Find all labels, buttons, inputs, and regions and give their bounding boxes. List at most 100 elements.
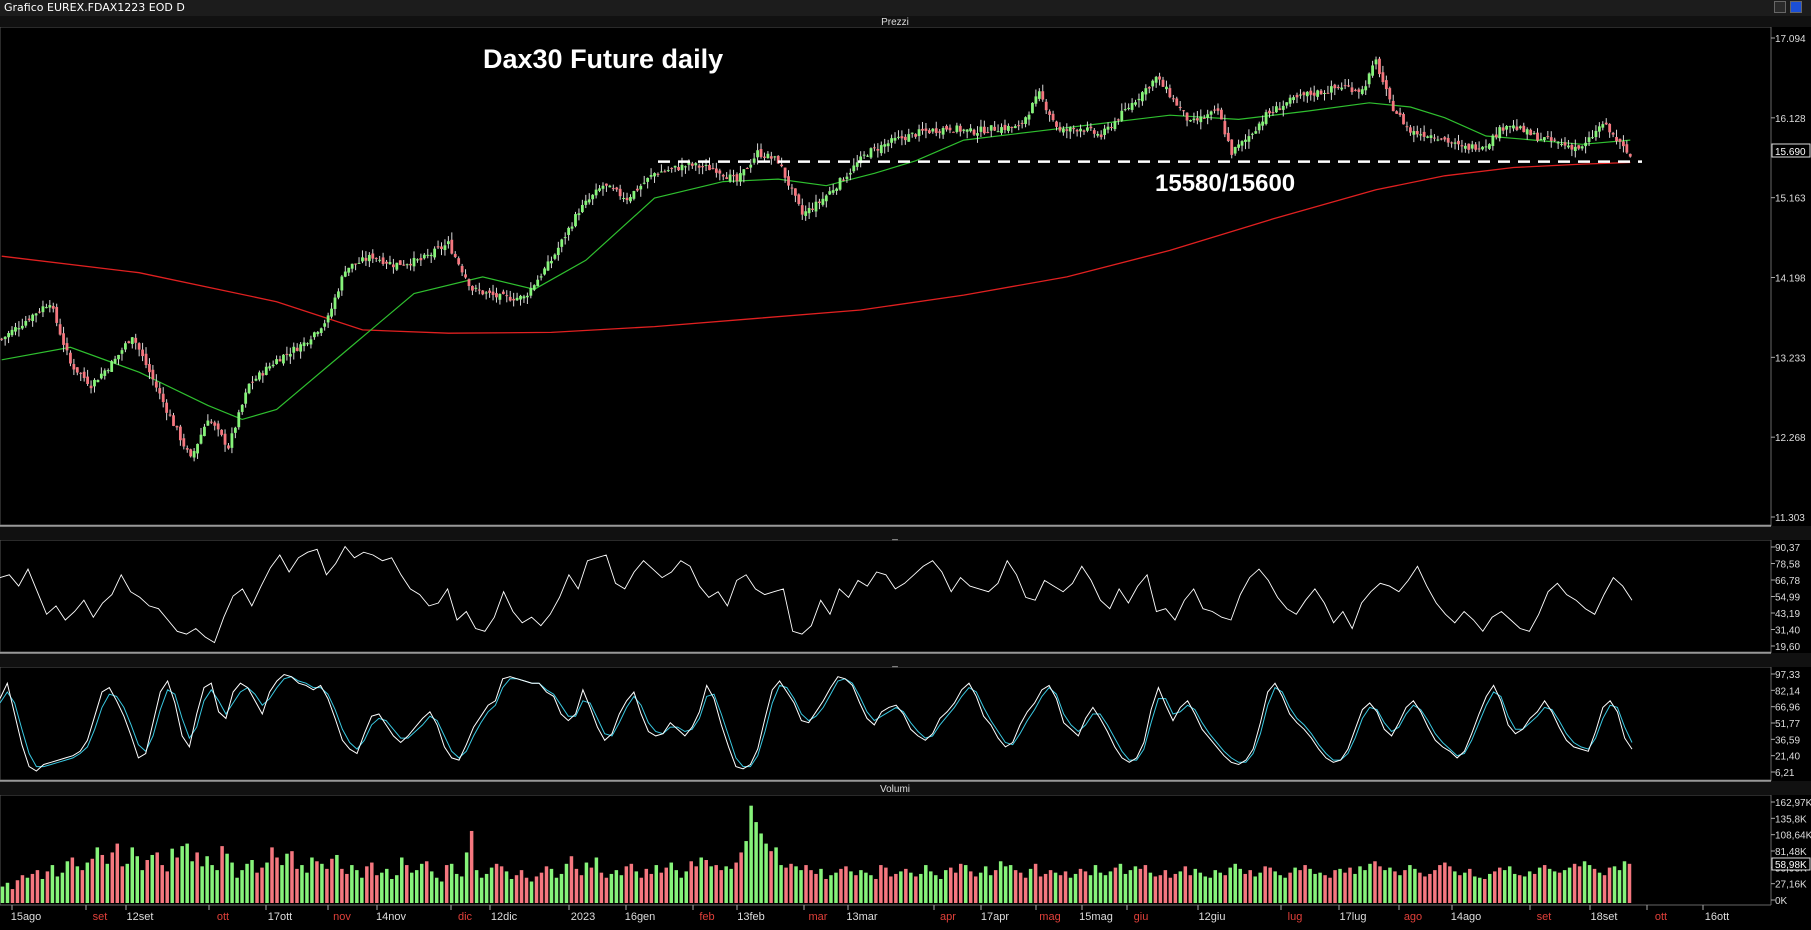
volume-bar xyxy=(355,870,359,903)
candle xyxy=(759,143,763,159)
candle xyxy=(1024,116,1027,128)
volume-bar xyxy=(315,861,319,903)
candle xyxy=(278,355,282,362)
candle xyxy=(457,256,461,266)
volume-bar xyxy=(929,871,933,903)
candle xyxy=(1488,143,1491,151)
candle xyxy=(574,211,577,228)
candle xyxy=(1405,121,1409,132)
candle xyxy=(1285,102,1289,109)
candle xyxy=(158,382,162,400)
candle xyxy=(563,232,567,245)
candle xyxy=(824,194,828,208)
close-button[interactable] xyxy=(1790,1,1802,13)
candle xyxy=(701,161,705,175)
volume-bar xyxy=(1443,862,1447,903)
volume-bar xyxy=(105,863,110,903)
volume-bar xyxy=(1567,867,1572,903)
candle xyxy=(818,198,821,210)
candle xyxy=(646,177,650,189)
volume-bar xyxy=(754,822,758,903)
stochastic-lines xyxy=(0,673,1633,772)
candle xyxy=(1625,140,1629,154)
candle xyxy=(62,326,65,353)
candle xyxy=(876,143,880,158)
candle xyxy=(845,172,849,183)
volume-bar xyxy=(285,853,289,903)
candle xyxy=(508,290,512,302)
volume-bar xyxy=(973,876,978,903)
volume-bar xyxy=(1068,877,1073,903)
volume-bar xyxy=(479,877,484,903)
volume-bar xyxy=(405,865,409,903)
candle xyxy=(577,208,581,221)
candle xyxy=(1384,75,1388,96)
volume-bar xyxy=(125,863,130,903)
candle xyxy=(859,151,863,168)
candle xyxy=(86,369,90,386)
volume-bar xyxy=(1557,872,1562,903)
volume-bar xyxy=(1133,866,1138,903)
volume-bar xyxy=(1233,863,1237,903)
y-tick-label: 162,97K xyxy=(1775,798,1811,809)
minimize-button[interactable] xyxy=(1774,1,1786,13)
stoch-d-path xyxy=(0,676,1633,768)
candle xyxy=(938,129,942,139)
candle xyxy=(388,255,392,265)
candle xyxy=(1539,132,1543,141)
candle xyxy=(1226,127,1230,143)
volume-bar xyxy=(914,876,918,903)
candle xyxy=(587,193,591,205)
candle xyxy=(1536,128,1539,143)
volume-bar xyxy=(963,865,968,903)
candle xyxy=(172,412,175,427)
candle xyxy=(1127,103,1131,111)
last-volume-label: 58,98K xyxy=(1775,860,1807,871)
volume-bar xyxy=(1418,872,1422,903)
candle xyxy=(622,192,625,203)
volume-bar xyxy=(484,873,489,903)
candle xyxy=(821,192,825,207)
candle xyxy=(1092,128,1096,138)
candle xyxy=(721,173,725,181)
volume-bar xyxy=(1268,867,1272,903)
candle xyxy=(264,362,268,376)
volume-bar xyxy=(799,870,803,903)
candle xyxy=(670,167,674,173)
volume-bar xyxy=(1592,868,1597,903)
candle xyxy=(220,429,224,437)
volume-bar xyxy=(1383,870,1387,903)
volume-bar xyxy=(200,866,204,903)
volume-bar xyxy=(335,854,339,903)
volume-bar xyxy=(1507,866,1512,903)
candle xyxy=(529,282,533,299)
candle xyxy=(958,123,962,137)
candle xyxy=(268,362,272,371)
candle xyxy=(862,151,866,159)
candle xyxy=(1302,91,1306,102)
candle xyxy=(1244,134,1247,150)
volume-bar xyxy=(135,856,139,903)
candle xyxy=(117,354,120,365)
volume-bar xyxy=(175,857,179,903)
volume-bar xyxy=(1223,875,1227,903)
candle xyxy=(409,258,412,271)
volume-bar xyxy=(280,865,284,903)
candle xyxy=(962,128,966,134)
candle xyxy=(247,383,251,395)
y-tick-label: 36,59 xyxy=(1775,735,1800,746)
candle xyxy=(625,192,629,205)
candle xyxy=(1168,84,1172,99)
candle xyxy=(1250,132,1254,140)
candle xyxy=(302,337,306,352)
candle xyxy=(433,246,437,260)
volume-bar xyxy=(1502,870,1507,903)
candle xyxy=(14,322,17,336)
candle xyxy=(137,342,141,357)
volume-bar xyxy=(1153,876,1158,903)
candle xyxy=(605,183,608,192)
candle xyxy=(333,294,337,316)
volume-bar xyxy=(295,868,299,903)
candle xyxy=(343,265,347,278)
y-tick-label: 17.094 xyxy=(1775,34,1806,45)
